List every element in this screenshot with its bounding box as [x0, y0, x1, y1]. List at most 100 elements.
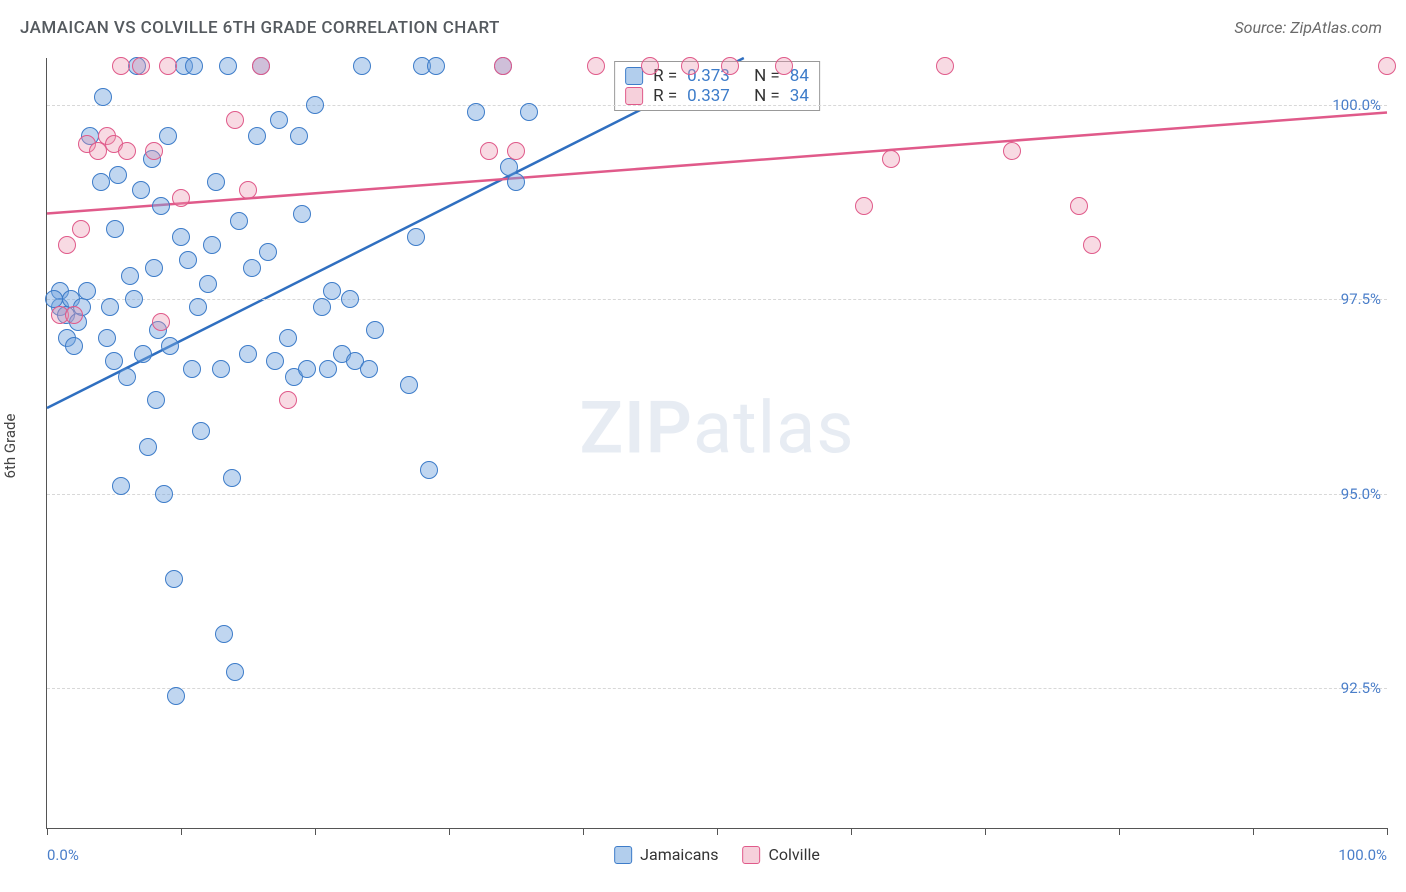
data-point — [407, 228, 425, 246]
data-point — [641, 57, 659, 75]
gridline — [47, 688, 1387, 689]
data-point — [1083, 236, 1101, 254]
legend: Jamaicans Colville — [614, 845, 820, 864]
gridline — [47, 105, 1387, 106]
data-point — [353, 57, 371, 75]
legend-label: Colville — [768, 845, 819, 864]
data-point — [58, 236, 76, 254]
data-point — [239, 345, 257, 363]
data-point — [139, 438, 157, 456]
data-point — [1003, 142, 1021, 160]
y-tick-label: 95.0% — [1341, 485, 1381, 503]
data-point — [203, 236, 221, 254]
data-point — [360, 360, 378, 378]
data-point — [183, 360, 201, 378]
plot-area: ZIPatlas R = 0.373 N = 84 R = 0.337 N = … — [46, 58, 1387, 829]
data-point — [400, 376, 418, 394]
data-point — [118, 142, 136, 160]
legend-label: Jamaicans — [640, 845, 718, 864]
data-point — [239, 181, 257, 199]
x-tick — [851, 828, 852, 835]
data-point — [159, 127, 177, 145]
data-point — [248, 127, 266, 145]
legend-item-colville: Colville — [742, 845, 819, 864]
data-point — [132, 57, 150, 75]
data-point — [155, 485, 173, 503]
data-point — [420, 461, 438, 479]
data-point — [252, 57, 270, 75]
data-point — [507, 142, 525, 160]
gridline — [47, 299, 1387, 300]
data-point — [366, 321, 384, 339]
r-label: R = — [653, 86, 677, 106]
data-point — [293, 205, 311, 223]
y-tick-label: 100.0% — [1332, 96, 1381, 114]
data-point — [226, 111, 244, 129]
data-point — [520, 103, 538, 121]
data-point — [313, 298, 331, 316]
data-point — [161, 337, 179, 355]
swatch-icon — [742, 846, 760, 864]
data-point — [215, 625, 233, 643]
data-point — [167, 687, 185, 705]
data-point — [775, 57, 793, 75]
swatch-icon — [625, 87, 643, 105]
data-point — [65, 337, 83, 355]
data-point — [230, 212, 248, 230]
data-point — [145, 259, 163, 277]
data-point — [121, 267, 139, 285]
data-point — [192, 422, 210, 440]
data-point — [681, 57, 699, 75]
data-point — [109, 166, 127, 184]
x-tick — [985, 828, 986, 835]
data-point — [189, 298, 207, 316]
data-point — [165, 570, 183, 588]
data-point — [936, 57, 954, 75]
data-point — [427, 57, 445, 75]
y-tick-label: 97.5% — [1341, 290, 1381, 308]
chart-title: JAMAICAN VS COLVILLE 6TH GRADE CORRELATI… — [20, 18, 500, 38]
data-point — [105, 352, 123, 370]
x-tick — [1253, 828, 1254, 835]
data-point — [112, 57, 130, 75]
data-point — [882, 150, 900, 168]
data-point — [145, 142, 163, 160]
data-point — [223, 469, 241, 487]
data-point — [207, 173, 225, 191]
data-point — [134, 345, 152, 363]
x-tick — [181, 828, 182, 835]
y-axis-label: 6th Grade — [1, 414, 19, 479]
data-point — [172, 189, 190, 207]
data-point — [290, 127, 308, 145]
data-point — [279, 391, 297, 409]
trend-lines — [47, 58, 1387, 828]
data-point — [152, 313, 170, 331]
legend-item-jamaicans: Jamaicans — [614, 845, 718, 864]
swatch-icon — [614, 846, 632, 864]
data-point — [101, 298, 119, 316]
data-point — [243, 259, 261, 277]
x-max-label: 100.0% — [1338, 846, 1387, 864]
data-point — [147, 391, 165, 409]
data-point — [279, 329, 297, 347]
data-point — [480, 142, 498, 160]
x-tick — [315, 828, 316, 835]
x-tick — [47, 828, 48, 835]
data-point — [1070, 197, 1088, 215]
x-tick — [583, 828, 584, 835]
data-point — [494, 57, 512, 75]
stats-row-colville: R = 0.337 N = 34 — [625, 86, 809, 106]
data-point — [259, 243, 277, 261]
data-point — [65, 306, 83, 324]
y-tick-label: 92.5% — [1341, 679, 1381, 697]
data-point — [212, 360, 230, 378]
x-min-label: 0.0% — [47, 846, 79, 864]
n-label: N = — [754, 86, 780, 106]
x-tick — [1119, 828, 1120, 835]
data-point — [199, 275, 217, 293]
data-point — [507, 173, 525, 191]
data-point — [118, 368, 136, 386]
data-point — [179, 251, 197, 269]
data-point — [152, 197, 170, 215]
data-point — [306, 96, 324, 114]
